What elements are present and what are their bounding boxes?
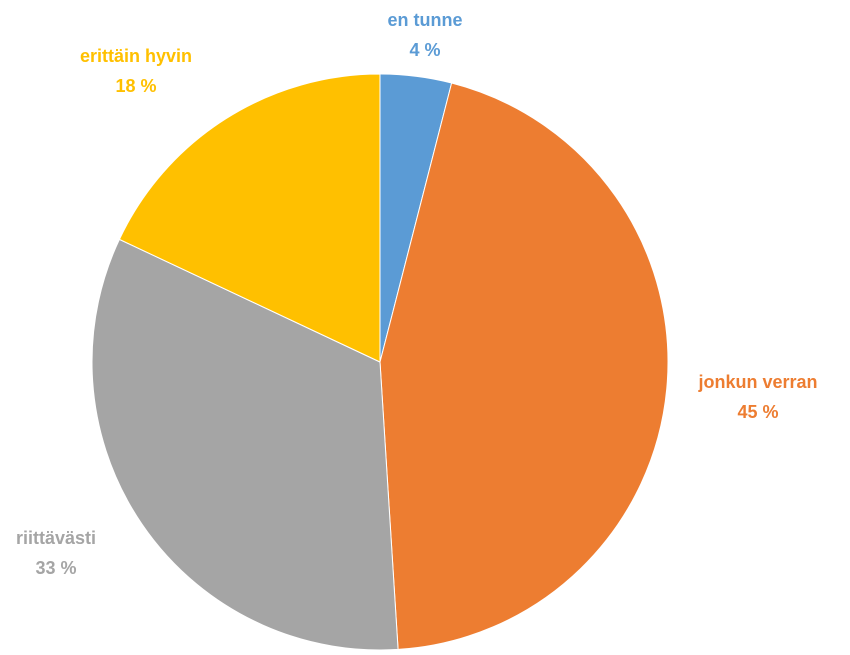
pie-slice-erittäin-hyvin xyxy=(118,73,381,363)
slice-value-label: 4 % xyxy=(409,40,440,60)
pie-data-labels: en tunne 4 % jonkun verran 45 % riittävästi 3… xyxy=(16,10,818,578)
slice-value-label: 45 % xyxy=(737,402,778,422)
pie-slices xyxy=(91,73,669,651)
slice-category-label: erittäin hyvin xyxy=(80,46,192,66)
slice-category-label: jonkun verran xyxy=(697,372,817,392)
pie-slice-riittävästi xyxy=(91,238,399,651)
pie-slice-jonkun-verran xyxy=(379,82,669,650)
slice-value-label: 33 % xyxy=(35,558,76,578)
slice-category-label: riittävästi xyxy=(16,528,96,548)
slice-category-label: en tunne xyxy=(388,10,463,30)
slice-value-label: 18 % xyxy=(115,76,156,96)
